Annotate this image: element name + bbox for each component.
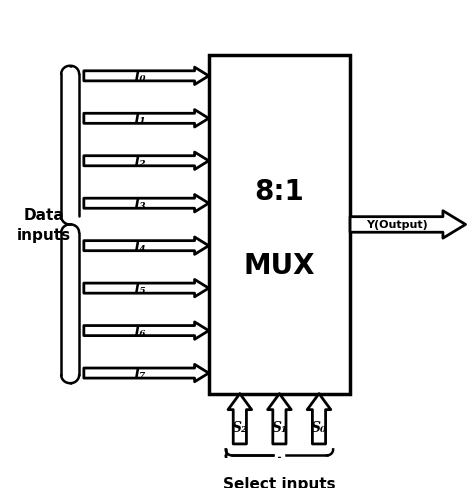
- Polygon shape: [84, 280, 209, 297]
- Polygon shape: [84, 322, 209, 340]
- Text: inputs: inputs: [17, 227, 71, 243]
- Text: MUX: MUX: [244, 251, 315, 280]
- Text: I₃: I₃: [133, 197, 146, 211]
- Polygon shape: [84, 110, 209, 128]
- Polygon shape: [307, 394, 331, 444]
- Text: I₇: I₇: [133, 366, 146, 380]
- Text: I₅: I₅: [133, 282, 146, 296]
- Text: S₂: S₂: [232, 420, 248, 434]
- Polygon shape: [268, 394, 291, 444]
- Text: Y(Output): Y(Output): [365, 220, 428, 230]
- Text: I₆: I₆: [133, 324, 146, 338]
- Text: 8:1: 8:1: [255, 177, 304, 205]
- Polygon shape: [84, 238, 209, 255]
- Text: I₄: I₄: [133, 239, 146, 253]
- Text: I₂: I₂: [133, 154, 146, 168]
- Text: S₀: S₀: [311, 420, 327, 434]
- Polygon shape: [84, 365, 209, 382]
- Text: I₁: I₁: [133, 112, 146, 126]
- Text: Select inputs: Select inputs: [223, 476, 336, 488]
- Polygon shape: [228, 394, 252, 444]
- Polygon shape: [350, 211, 465, 239]
- Text: Data: Data: [23, 207, 64, 223]
- Polygon shape: [84, 153, 209, 170]
- Text: S₁: S₁: [271, 420, 287, 434]
- Polygon shape: [84, 195, 209, 212]
- Text: I₀: I₀: [133, 70, 146, 83]
- Polygon shape: [84, 68, 209, 85]
- Bar: [209, 56, 350, 394]
